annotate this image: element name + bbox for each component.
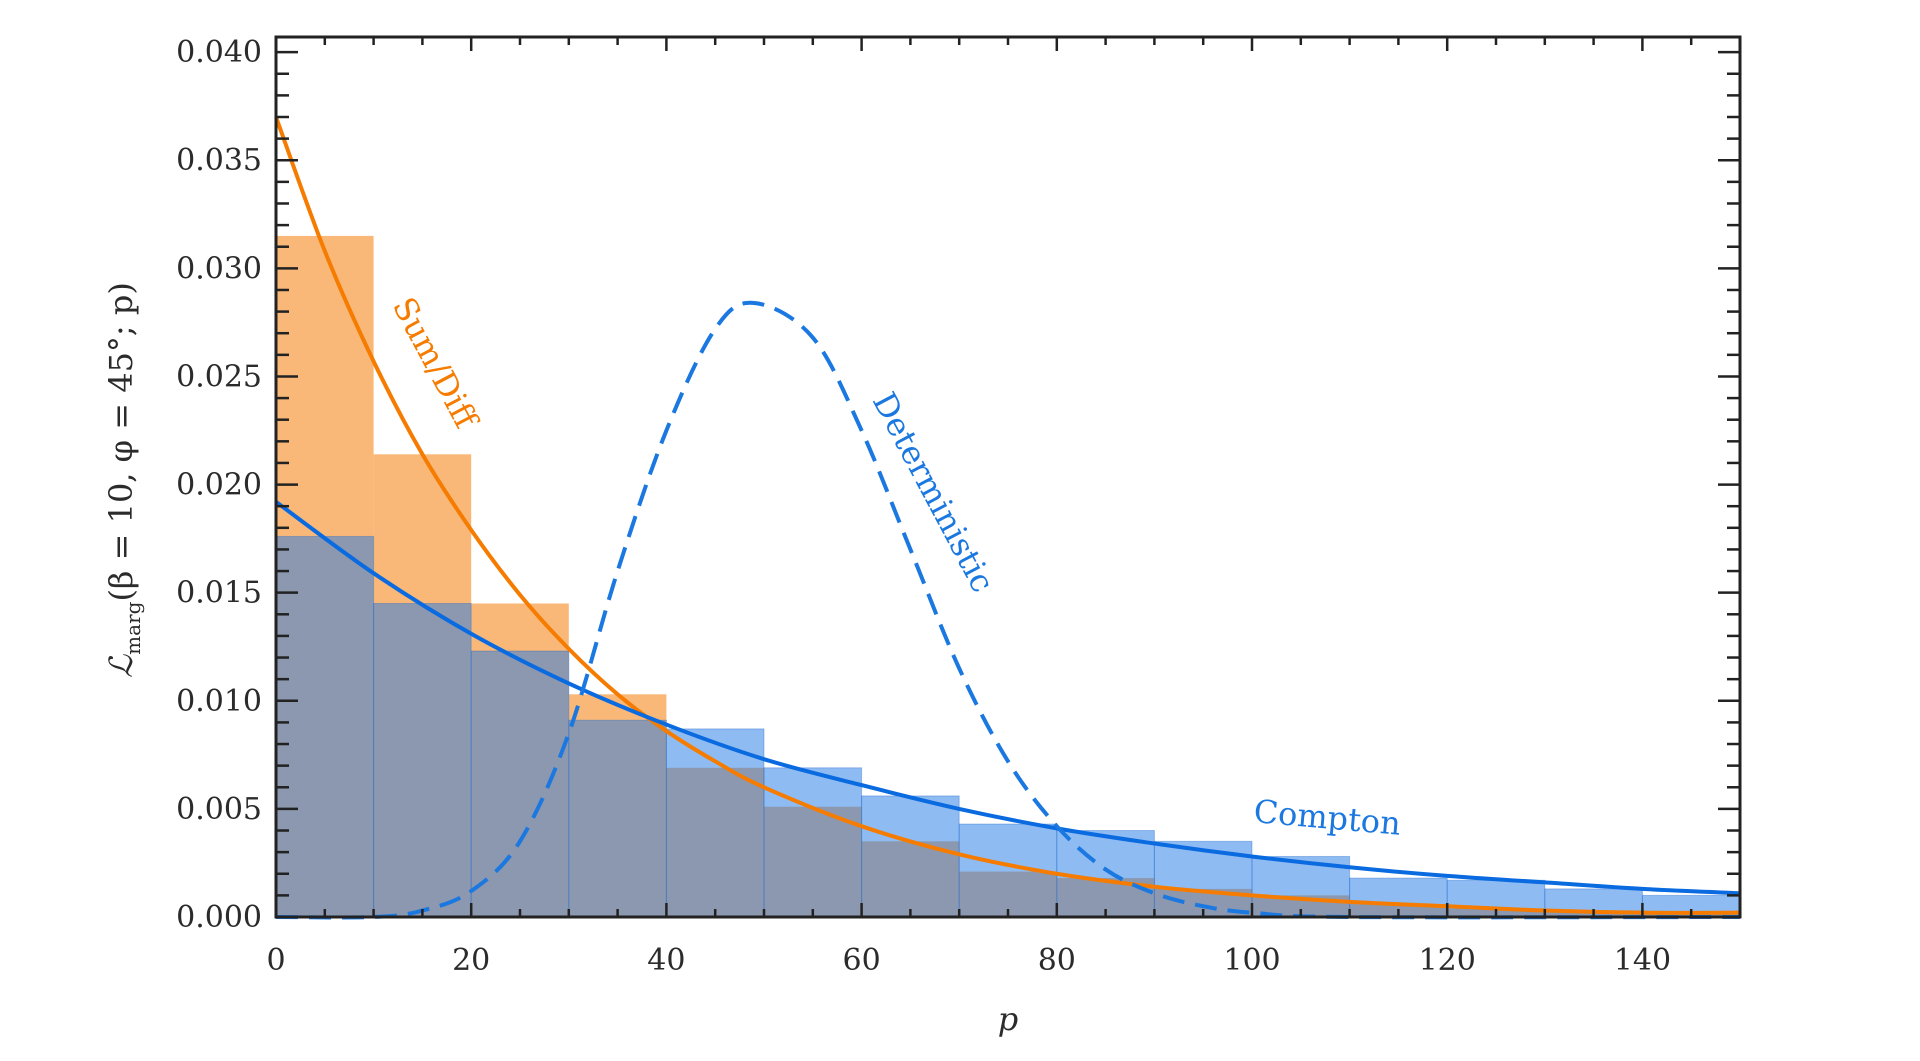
x-tick-label: 120 bbox=[1419, 943, 1476, 978]
bar-compton-6 bbox=[861, 795, 960, 918]
y-tick-label: 0.020 bbox=[176, 468, 262, 503]
y-axis-title: ℒmarg(β = 10, φ = 45°; p) bbox=[102, 282, 145, 678]
y-axis-title-sub: marg bbox=[121, 601, 145, 654]
y-tick-label: 0.025 bbox=[176, 359, 262, 394]
plot-frame bbox=[274, 35, 1742, 919]
bar-compton-1 bbox=[373, 602, 472, 918]
histogram-bars bbox=[275, 235, 1741, 918]
annotation-compton: Compton bbox=[1252, 792, 1402, 843]
curves bbox=[274, 116, 1741, 920]
x-tick-label: 40 bbox=[647, 943, 685, 978]
y-tick-labels: 0.000 0.005 0.010 0.015 0.020 0.025 0.030 0.035… bbox=[176, 35, 262, 935]
curve-compton bbox=[274, 500, 1741, 896]
x-tick-label: 0 bbox=[266, 943, 285, 978]
bar-compton-5 bbox=[763, 767, 863, 918]
x-tick-labels: 0 20 40 60 80 100 120 140 bbox=[266, 943, 1671, 978]
x-tick-label: 100 bbox=[1223, 943, 1280, 978]
curve-deterministic bbox=[275, 300, 1741, 920]
y-tick-label: 0.035 bbox=[176, 143, 262, 178]
y-tick-label: 0.000 bbox=[176, 900, 262, 935]
x-axis-title: p bbox=[998, 1000, 1018, 1038]
y-axis-title-main: ℒ bbox=[102, 654, 140, 678]
y-tick-label: 0.005 bbox=[176, 792, 262, 827]
axis-ticks bbox=[274, 37, 1742, 919]
x-tick-label: 80 bbox=[1038, 943, 1076, 978]
y-tick-label: 0.015 bbox=[176, 576, 262, 611]
x-tick-label: 140 bbox=[1614, 943, 1671, 978]
y-tick-label: 0.030 bbox=[176, 251, 262, 286]
y-tick-label: 0.010 bbox=[176, 684, 262, 719]
bar-compton-2 bbox=[470, 650, 570, 918]
y-tick-label: 0.040 bbox=[176, 35, 262, 70]
x-tick-label: 20 bbox=[452, 943, 490, 978]
bar-compton-3 bbox=[568, 719, 667, 918]
bar-compton-8 bbox=[1056, 830, 1155, 918]
bar-compton-4 bbox=[665, 728, 765, 918]
x-tick-label: 60 bbox=[843, 943, 881, 978]
curve-sum-diff bbox=[274, 116, 1741, 915]
y-axis-title-rest: (β = 10, φ = 45°; p) bbox=[102, 282, 140, 601]
